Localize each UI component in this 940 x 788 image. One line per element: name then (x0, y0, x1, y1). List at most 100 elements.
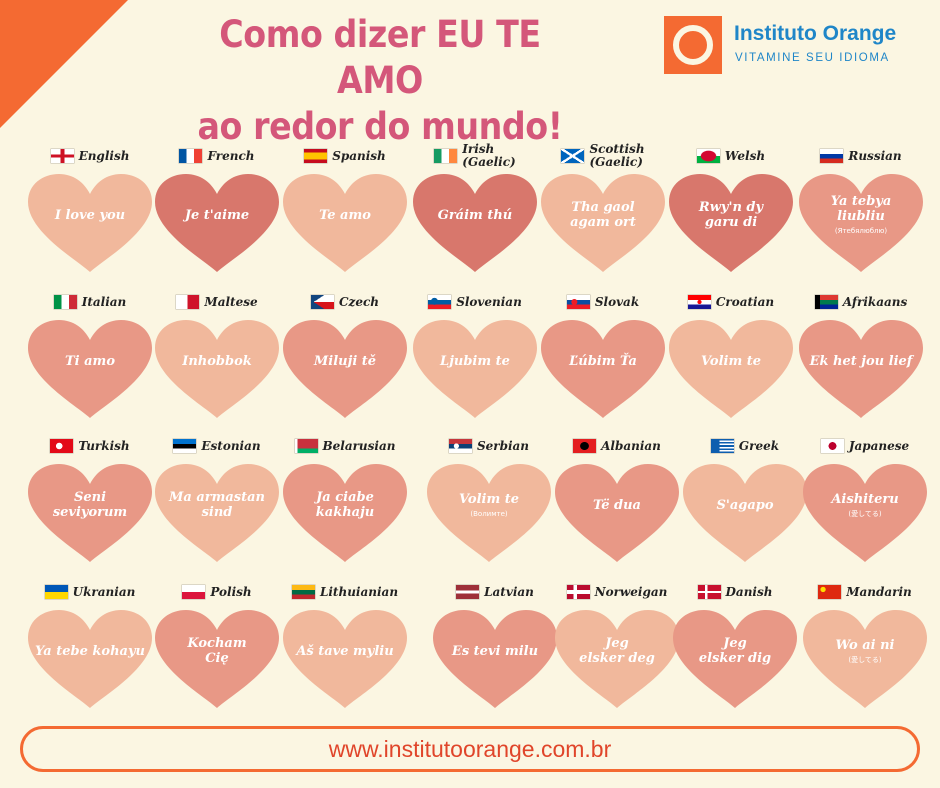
love-phrase: Jeg elsker deg (564, 632, 670, 670)
language-name: Serbian (476, 438, 530, 453)
language-name: Slovenian (456, 294, 522, 309)
flag-rs-icon (448, 439, 472, 453)
language-name: Irish (Gaelic) (462, 142, 516, 169)
heart: Kocham Cię (152, 608, 282, 712)
love-phrase: S'agapo (692, 486, 798, 524)
phrase-text: Gráim thú (437, 207, 513, 223)
heart: Miluji tě (280, 318, 410, 422)
language-card: Ukranian Ya tebe kohayu (25, 576, 155, 716)
flag-lt-icon (291, 585, 315, 599)
phrase-text: Ek het jou lief (809, 353, 913, 369)
flag-ua-icon (44, 585, 68, 599)
heart: Ma armastan sind (152, 462, 282, 566)
love-phrase: Tha gaol agam ort (550, 196, 656, 234)
native-script-text: (愛してる) (848, 509, 882, 518)
heart: Rwy'n dy garu di (666, 172, 796, 276)
language-name: French (207, 148, 255, 163)
heart: Të dua (552, 462, 682, 566)
language-label-row: Japanese (800, 430, 930, 462)
language-name: Welsh (724, 148, 766, 163)
flag-by-icon (294, 439, 318, 453)
language-name: Lithuianian (319, 584, 399, 599)
language-label-row: Irish (Gaelic) (410, 140, 540, 172)
language-label-row: Maltese (152, 286, 282, 318)
language-card: Polish Kocham Cię (152, 576, 282, 716)
language-name: Czech (338, 294, 380, 309)
phrase-text: Wo ai ni (835, 637, 895, 653)
flag-uk-icon (50, 149, 74, 163)
phrase-text: I love you (54, 207, 126, 223)
language-name: Ukranian (72, 584, 136, 599)
love-phrase: Miluji tě (292, 342, 398, 380)
native-script-text: (Волимте) (470, 509, 508, 518)
language-name: Croatian (715, 294, 775, 309)
logo-name: Instituto Orange (734, 22, 897, 45)
heart: Ljubim te (410, 318, 540, 422)
heart-icon (803, 464, 927, 562)
heart-icon (155, 320, 279, 418)
language-card: Albanian Të dua (552, 430, 682, 570)
native-script-text: (Ятебялюблю) (834, 227, 888, 235)
language-name: Afrikaans (842, 294, 908, 309)
heart: Je t'aime (152, 172, 282, 276)
language-label-row: Serbian (424, 430, 554, 462)
language-name: Scottish (Gaelic) (589, 142, 645, 169)
love-phrase: Volim te (Волимте) (436, 486, 542, 524)
heart-icon (283, 464, 407, 562)
language-name: Spanish (332, 148, 386, 163)
love-phrase: Seni seviyorum (37, 486, 143, 524)
language-name: Polish (210, 584, 252, 599)
language-card: Czech Miluji tě (280, 286, 410, 426)
language-label-row: French (152, 140, 282, 172)
language-card: Mandarin Wo ai ni (愛してる) (800, 576, 930, 716)
flag-sk-icon (566, 295, 590, 309)
phrase-text: Ja ciabe kakhaju (315, 490, 375, 520)
corner-decoration (0, 0, 128, 128)
phrase-text: Es tevi milu (451, 643, 539, 659)
language-card: French Je t'aime (152, 140, 282, 280)
logo-orange-icon (664, 16, 722, 74)
flag-si-icon (428, 295, 452, 309)
language-name: Japanese (848, 438, 910, 453)
heart-icon (541, 320, 665, 418)
language-name: Russian (848, 148, 902, 163)
heart: S'agapo (680, 462, 810, 566)
phrase-text: Volim te (459, 491, 519, 507)
instituto-orange-logo[interactable]: Instituto Orange VITAMINE SEU IDIOMA (664, 16, 934, 74)
phrase-text: Je t'aime (184, 207, 250, 223)
flag-ee-icon (173, 439, 197, 453)
phrase-text: S'agapo (716, 497, 774, 513)
heart-icon (673, 610, 797, 708)
love-phrase: Je t'aime (164, 196, 270, 234)
phrase-text: Tha gaol agam ort (570, 200, 636, 230)
language-name: English (78, 148, 130, 163)
flag-it-icon (53, 295, 77, 309)
phrase-text: Te amo (319, 207, 371, 223)
language-card: Lithuianian Aš tave myliu (280, 576, 410, 716)
love-phrase: Ya tebe kohayu (35, 632, 145, 670)
language-card: Welsh Rwy'n dy garu di (666, 140, 796, 280)
flag-lv-icon (456, 585, 480, 599)
language-card: Latvian Es tevi milu (430, 576, 560, 716)
phrase-text: Ya tebya liubliu (830, 194, 892, 224)
language-label-row: Mandarin (800, 576, 930, 608)
love-phrase: Ya tebya liubliu (Ятебялюблю) (808, 194, 914, 235)
language-name: Italian (81, 294, 127, 309)
heart-icon (555, 464, 679, 562)
language-label-row: Spanish (280, 140, 410, 172)
language-name: Turkish (78, 438, 130, 453)
heart: Ya tebya liubliu (Ятебялюблю) (796, 172, 926, 276)
page-title: Como dizer EU TE AMO ao redor do mundo! (182, 12, 578, 150)
language-label-row: Lithuianian (280, 576, 410, 608)
language-label-row: Slovak (538, 286, 668, 318)
language-label-row: Polish (152, 576, 282, 608)
heart: Tha gaol agam ort (538, 172, 668, 276)
heart-icon (541, 174, 665, 272)
website-link[interactable]: www.institutoorange.com.br (20, 726, 920, 772)
phrase-text: Jeg elsker dig (698, 636, 772, 666)
phrase-text: Miluji tě (313, 353, 377, 369)
phrase-text: Inhobbok (182, 353, 252, 369)
language-card: Italian Ti amo (25, 286, 155, 426)
phrase-text: Ma armastan sind (169, 490, 265, 520)
heart-icon (283, 320, 407, 418)
